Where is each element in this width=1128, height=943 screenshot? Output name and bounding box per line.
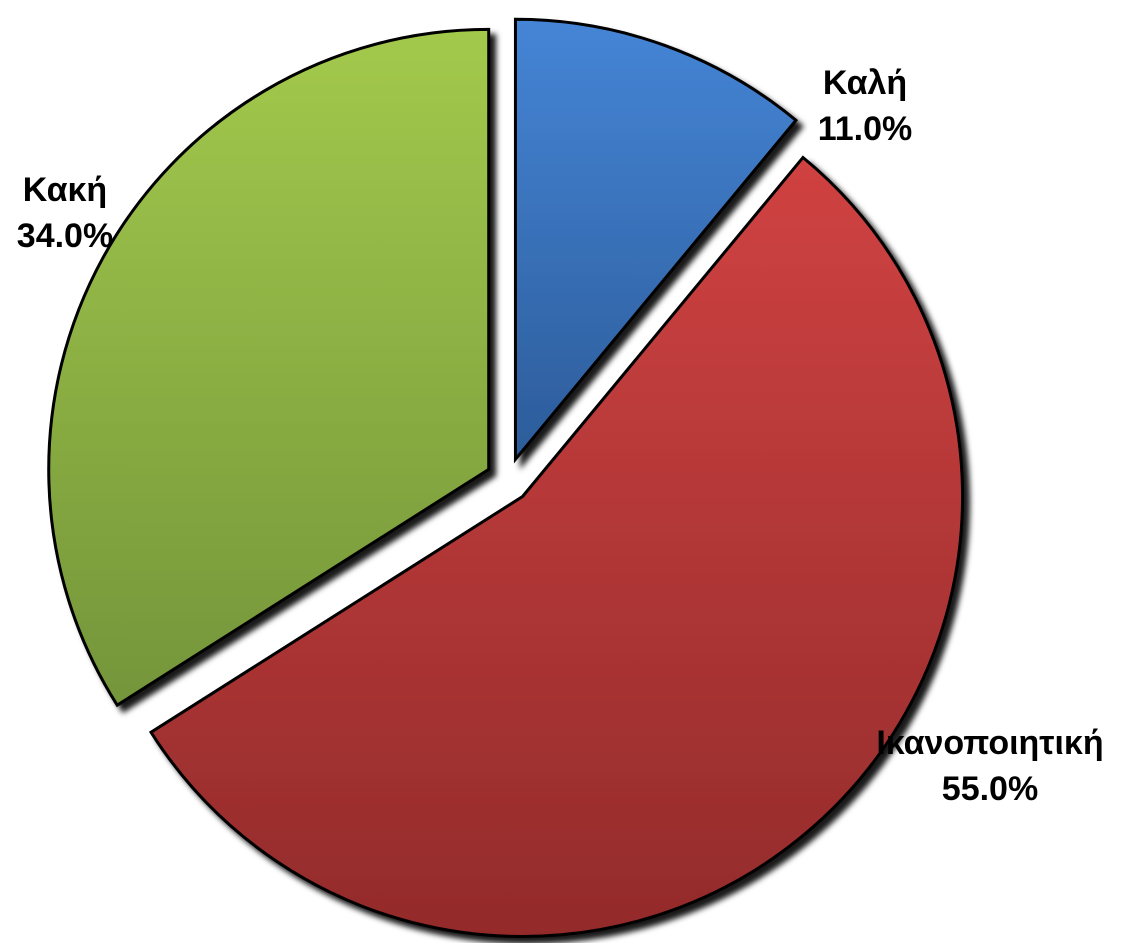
- slice-label: Ικανοποιητική: [876, 724, 1103, 762]
- pie: [47, 17, 965, 938]
- pie-slice: [513, 17, 799, 464]
- pie-slice: [47, 27, 491, 708]
- slice-label: Καλή: [823, 64, 907, 102]
- slice-value-label: 34.0%: [17, 217, 113, 255]
- slice-value-label: 11.0%: [818, 110, 913, 148]
- pie-slice: [148, 155, 965, 938]
- labels: Καλή 11.0% Ικανοποιητική 55.0% Κακή 34.0%: [17, 64, 1104, 808]
- slice-label: Κακή: [23, 171, 107, 209]
- slice-value-label: 55.0%: [942, 770, 1038, 808]
